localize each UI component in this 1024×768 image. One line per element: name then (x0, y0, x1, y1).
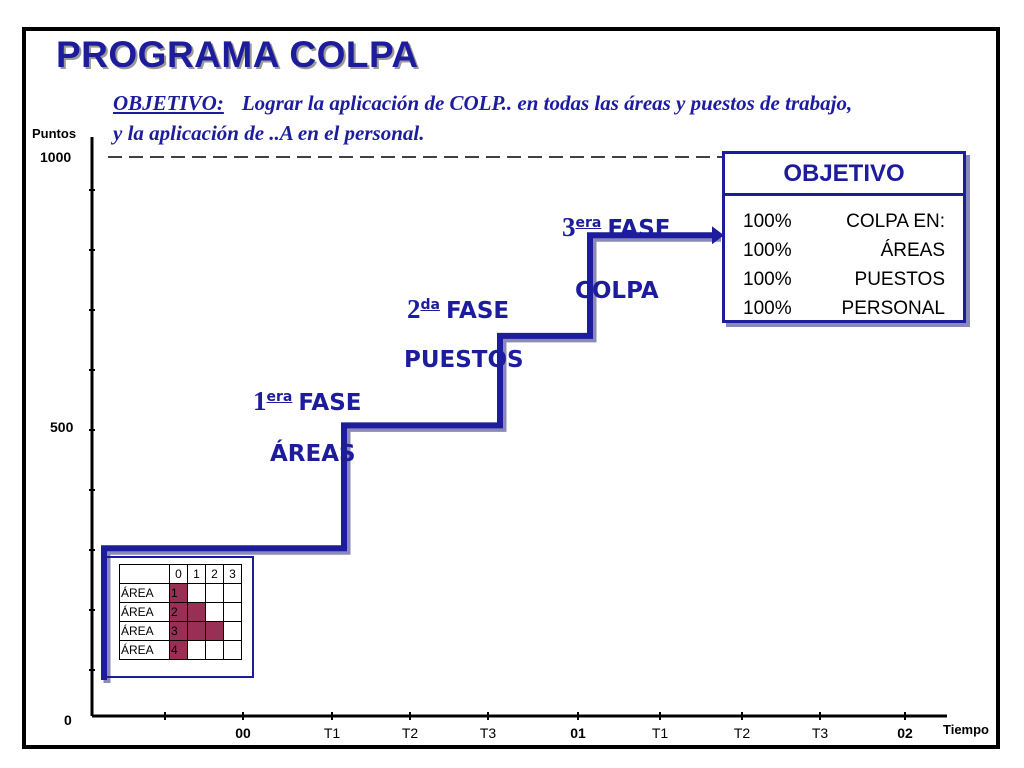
table-row: ÁREA 4 (119, 640, 242, 660)
phase-1-label: 1era FASE (253, 386, 362, 416)
table-row: ÁREA 1 (119, 583, 242, 603)
objective-label: OBJETIVO: (113, 91, 224, 115)
table-header-cell: 0 (169, 564, 188, 584)
x-tick-label: T2 (734, 725, 751, 741)
table-cell (205, 621, 224, 641)
table-corner-cell (119, 564, 170, 584)
objective-box: OBJETIVO 100% COLPA EN: 100% ÁREAS 100% … (722, 151, 966, 323)
objective-line-percent: 100% (743, 211, 792, 232)
x-tick-label: 01 (570, 725, 586, 741)
y-tick-label: 0 (64, 712, 72, 728)
mini-table-frame (104, 556, 254, 678)
table-cell: 2 (169, 602, 188, 622)
table-cell (223, 621, 242, 641)
table-header-cell: 2 (205, 564, 224, 584)
y-tick-label: 1000 (40, 149, 72, 165)
phase-3-focus: COLPA (575, 278, 659, 304)
objective-line-target: PERSONAL (841, 298, 945, 319)
objective-text: Lograr la aplicación de COLP.. en todas … (113, 91, 853, 145)
table-cell (187, 621, 206, 641)
objective-line-percent: 100% (743, 269, 792, 290)
table-row: ÁREA 2 (119, 602, 242, 622)
table-row: ÁREA 3 (119, 621, 242, 641)
objective-line-target: ÁREAS (880, 240, 945, 261)
area-progress-table: 0 1 2 3 ÁREA 1 ÁREA 2 ÁREA 3 ÁREA 4 (119, 564, 242, 660)
step-arrowhead (712, 226, 724, 245)
objective-line: 100% ÁREAS (725, 235, 963, 264)
objective-line-target: PUESTOS (854, 269, 945, 290)
x-tick-label: T3 (480, 725, 497, 741)
table-cell: 1 (169, 583, 188, 603)
objective-box-title: OBJETIVO (725, 154, 963, 196)
table-cell (223, 640, 242, 660)
table-cell (205, 640, 224, 660)
table-row-label: ÁREA (119, 640, 170, 660)
phase-3-label: 3era FASE (562, 212, 671, 242)
objective-statement: OBJETIVO: Lograr la aplicación de COLP.. … (113, 88, 853, 148)
y-tick-label: 500 (50, 419, 74, 435)
table-cell: 4 (169, 640, 188, 660)
table-row-label: ÁREA (119, 583, 170, 603)
x-tick-label: 02 (897, 725, 913, 741)
phase-2-focus: PUESTOS (404, 347, 524, 373)
objective-line-percent: 100% (743, 240, 792, 261)
phase-1-focus: ÁREAS (270, 441, 356, 467)
x-tick-label: T2 (402, 725, 419, 741)
table-header-cell: 1 (187, 564, 206, 584)
table-header-cell: 3 (223, 564, 242, 584)
table-cell (205, 583, 224, 603)
table-header-row: 0 1 2 3 (119, 564, 242, 584)
table-cell: 3 (169, 621, 188, 641)
objective-line: 100% PERSONAL (725, 293, 963, 322)
objective-line: 100% COLPA EN: (725, 206, 963, 235)
table-row-label: ÁREA (119, 621, 170, 641)
objective-line-percent: 100% (743, 298, 792, 319)
x-axis-label: Tiempo (943, 722, 989, 737)
objective-line: 100% PUESTOS (725, 264, 963, 293)
slide-title: PROGRAMA COLPA (56, 34, 419, 75)
x-tick-label: T1 (652, 725, 669, 741)
table-cell (223, 583, 242, 603)
x-tick-label: 00 (235, 725, 251, 741)
step-line (101, 232, 718, 680)
phase-2-label: 2da FASE (407, 294, 510, 324)
y-axis-label: Puntos (32, 126, 77, 141)
slide-frame (22, 27, 1000, 749)
table-cell (205, 602, 224, 622)
x-tick-label: T3 (812, 725, 829, 741)
objective-line-target: COLPA EN: (846, 211, 945, 232)
table-cell (187, 602, 206, 622)
table-cell (187, 583, 206, 603)
table-row-label: ÁREA (119, 602, 170, 622)
x-tick-label: T1 (324, 725, 341, 741)
table-cell (187, 640, 206, 660)
table-cell (223, 602, 242, 622)
